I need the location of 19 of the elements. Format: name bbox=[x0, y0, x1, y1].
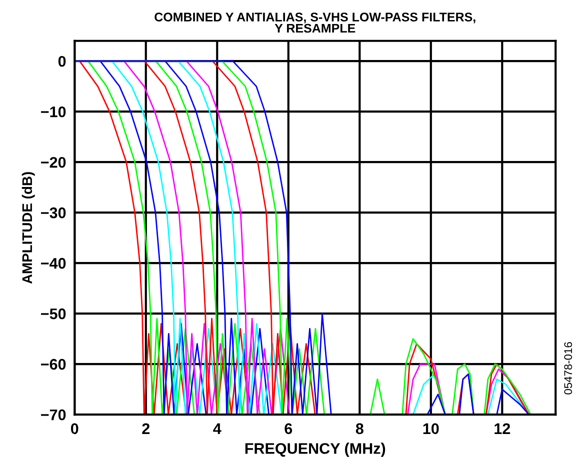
y-tick-label: −20 bbox=[41, 156, 66, 168]
x-tick-label: 2 bbox=[142, 423, 150, 434]
y-tick-label: 0 bbox=[58, 56, 66, 67]
x-tick-label: 6 bbox=[284, 423, 292, 434]
y-tick-label: −70 bbox=[41, 409, 66, 420]
y-tick-label: −50 bbox=[41, 308, 66, 320]
y-tick-label: −30 bbox=[41, 207, 66, 218]
y-tick-label: −60 bbox=[41, 358, 66, 370]
chart-title: COMBINED Y ANTIALIAS, S-VHS LOW-PASS FILTERS, Y RESAMPLE bbox=[154, 12, 476, 33]
y-tick-label: −40 bbox=[41, 258, 66, 269]
x-tick-label: 12 bbox=[494, 423, 510, 434]
text: 05478-016 bbox=[564, 342, 572, 394]
x-tick-label: 10 bbox=[423, 423, 439, 434]
x-axis-title: FREQUENCY (MHz) bbox=[245, 442, 386, 457]
y-axis-title: AMPLITUDE (dB) bbox=[22, 172, 35, 284]
x-tick-label: 0 bbox=[70, 423, 78, 434]
x-tick-label: 4 bbox=[213, 423, 222, 434]
y-tick-label: −10 bbox=[41, 106, 66, 118]
x-tick-label: 8 bbox=[356, 423, 364, 434]
